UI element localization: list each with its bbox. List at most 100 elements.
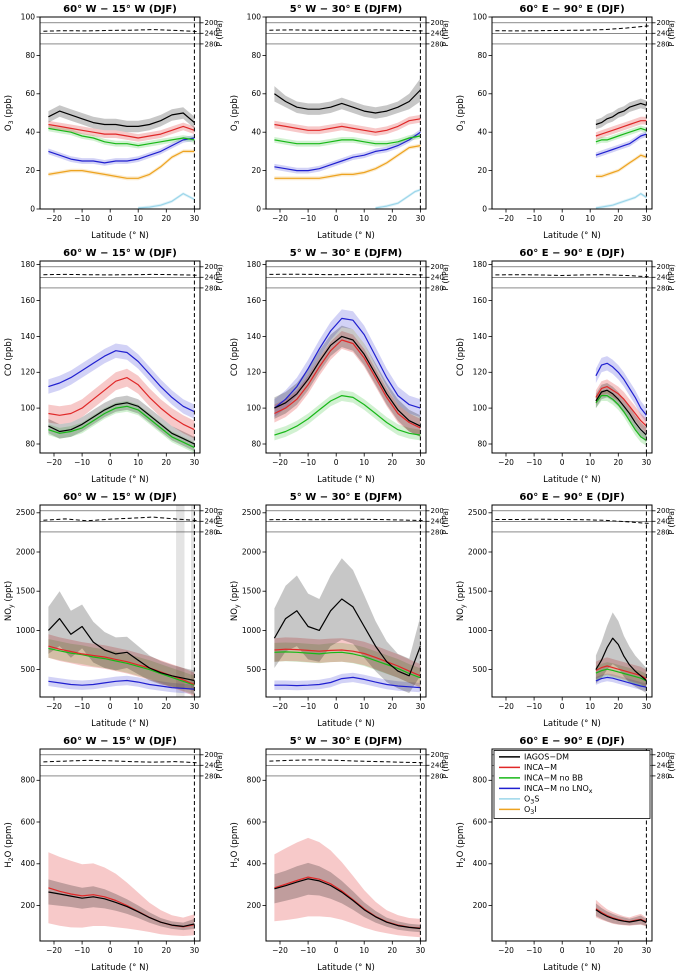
svg-text:80: 80 bbox=[477, 51, 487, 60]
panel-co-60w-15w: 200 240 280 P (hPa) −20 −10 0 10 20 30 Latitude (°… bbox=[0, 245, 226, 489]
svg-text:500: 500 bbox=[473, 665, 488, 674]
svg-text:5° W − 30° E (DJFM): 5° W − 30° E (DJFM) bbox=[290, 736, 402, 747]
svg-text:280: 280 bbox=[657, 284, 670, 292]
svg-text:120: 120 bbox=[21, 368, 36, 377]
svg-text:280: 280 bbox=[205, 40, 218, 48]
svg-text:O3S: O3S bbox=[524, 795, 539, 806]
svg-text:0: 0 bbox=[334, 702, 339, 711]
svg-text:10: 10 bbox=[133, 946, 143, 955]
svg-text:30: 30 bbox=[416, 214, 426, 223]
svg-text:100: 100 bbox=[473, 12, 488, 21]
svg-text:P (hPa): P (hPa) bbox=[667, 508, 676, 534]
svg-text:280: 280 bbox=[205, 284, 218, 292]
svg-text:80: 80 bbox=[477, 439, 487, 448]
svg-text:60° E − 90° E (DJF): 60° E − 90° E (DJF) bbox=[519, 248, 624, 259]
svg-text:10: 10 bbox=[133, 214, 143, 223]
svg-text:H2O (ppm): H2O (ppm) bbox=[230, 822, 241, 868]
panel-o3-60e-90e: 200 240 280 P (hPa) −20 −10 0 10 20 30 Latitude (°… bbox=[452, 1, 678, 245]
panel-h2o-60w-15w: 200 240 280 P (hPa) −20 −10 0 10 20 30 Latitude (°… bbox=[0, 733, 226, 977]
svg-text:60° W − 15° W (DJF): 60° W − 15° W (DJF) bbox=[63, 736, 177, 747]
svg-text:80: 80 bbox=[251, 439, 261, 448]
svg-text:200: 200 bbox=[431, 263, 444, 271]
svg-text:−20: −20 bbox=[46, 458, 62, 467]
svg-text:180: 180 bbox=[247, 260, 262, 269]
svg-text:200: 200 bbox=[21, 901, 36, 910]
svg-text:0: 0 bbox=[560, 946, 565, 955]
svg-text:10: 10 bbox=[359, 702, 369, 711]
svg-text:2000: 2000 bbox=[16, 547, 35, 556]
svg-text:P (hPa): P (hPa) bbox=[441, 20, 450, 46]
svg-text:20: 20 bbox=[477, 166, 487, 175]
svg-text:200: 200 bbox=[247, 901, 262, 910]
svg-text:−10: −10 bbox=[300, 458, 316, 467]
svg-text:240: 240 bbox=[205, 274, 218, 282]
svg-text:280: 280 bbox=[657, 40, 670, 48]
svg-text:1000: 1000 bbox=[242, 626, 261, 635]
svg-text:200: 200 bbox=[657, 263, 670, 271]
svg-text:30: 30 bbox=[642, 214, 652, 223]
svg-text:20: 20 bbox=[162, 946, 172, 955]
panel-noy-60w-15w: 200 240 280 P (hPa) −20 −10 0 10 20 30 Latitude (°… bbox=[0, 489, 226, 733]
svg-text:P (hPa): P (hPa) bbox=[215, 508, 224, 534]
svg-text:P (hPa): P (hPa) bbox=[441, 508, 450, 534]
svg-text:60° E − 90° E (DJF): 60° E − 90° E (DJF) bbox=[519, 736, 624, 747]
svg-text:500: 500 bbox=[21, 665, 36, 674]
svg-text:200: 200 bbox=[205, 507, 218, 515]
svg-text:240: 240 bbox=[657, 762, 670, 770]
svg-text:40: 40 bbox=[251, 128, 261, 137]
svg-text:−10: −10 bbox=[526, 946, 542, 955]
svg-text:200: 200 bbox=[205, 19, 218, 27]
svg-text:2000: 2000 bbox=[242, 547, 261, 556]
panel-co-5w-30e: 200 240 280 P (hPa) −20 −10 0 10 20 30 Latitude (°… bbox=[226, 245, 452, 489]
svg-text:1500: 1500 bbox=[468, 587, 487, 596]
svg-text:30: 30 bbox=[416, 458, 426, 467]
svg-text:0: 0 bbox=[560, 458, 565, 467]
svg-text:NOy (ppt): NOy (ppt) bbox=[230, 581, 241, 621]
panel-h2o-5w-30e: 200 240 280 P (hPa) −20 −10 0 10 20 30 Latitude (°… bbox=[226, 733, 452, 977]
svg-text:20: 20 bbox=[251, 166, 261, 175]
svg-text:280: 280 bbox=[431, 284, 444, 292]
svg-text:240: 240 bbox=[205, 30, 218, 38]
svg-text:−20: −20 bbox=[46, 702, 62, 711]
svg-text:5° W − 30° E (DJFM): 5° W − 30° E (DJFM) bbox=[290, 492, 402, 503]
svg-text:30: 30 bbox=[190, 458, 200, 467]
svg-text:NOy (ppt): NOy (ppt) bbox=[4, 581, 15, 621]
svg-text:240: 240 bbox=[431, 30, 444, 38]
svg-text:2000: 2000 bbox=[468, 547, 487, 556]
svg-text:200: 200 bbox=[657, 19, 670, 27]
svg-text:Latitude (° N): Latitude (° N) bbox=[543, 963, 601, 973]
svg-text:Latitude (° N): Latitude (° N) bbox=[317, 231, 375, 241]
svg-text:10: 10 bbox=[585, 214, 595, 223]
svg-text:O3 (ppb): O3 (ppb) bbox=[230, 95, 241, 131]
svg-text:200: 200 bbox=[473, 901, 488, 910]
svg-text:Latitude (° N): Latitude (° N) bbox=[543, 231, 601, 241]
svg-text:−10: −10 bbox=[526, 214, 542, 223]
svg-text:30: 30 bbox=[416, 702, 426, 711]
svg-text:200: 200 bbox=[205, 751, 218, 759]
svg-text:200: 200 bbox=[431, 19, 444, 27]
panel-o3-60w-15w: 200 240 280 P (hPa) −20 −10 0 10 20 30 Latitude (°… bbox=[0, 1, 226, 245]
svg-text:60° W − 15° W (DJF): 60° W − 15° W (DJF) bbox=[63, 248, 177, 259]
svg-text:0: 0 bbox=[30, 204, 35, 213]
svg-text:10: 10 bbox=[585, 702, 595, 711]
svg-text:30: 30 bbox=[642, 458, 652, 467]
svg-text:0: 0 bbox=[334, 214, 339, 223]
svg-text:0: 0 bbox=[560, 702, 565, 711]
svg-text:200: 200 bbox=[205, 263, 218, 271]
svg-text:100: 100 bbox=[247, 404, 262, 413]
svg-text:P (hPa): P (hPa) bbox=[215, 20, 224, 46]
svg-text:−20: −20 bbox=[498, 458, 514, 467]
svg-text:P (hPa): P (hPa) bbox=[667, 264, 676, 290]
svg-text:60° E − 90° E (DJF): 60° E − 90° E (DJF) bbox=[519, 492, 624, 503]
svg-text:0: 0 bbox=[108, 458, 113, 467]
svg-text:20: 20 bbox=[388, 946, 398, 955]
svg-text:140: 140 bbox=[21, 332, 36, 341]
svg-text:P (hPa): P (hPa) bbox=[667, 752, 676, 778]
